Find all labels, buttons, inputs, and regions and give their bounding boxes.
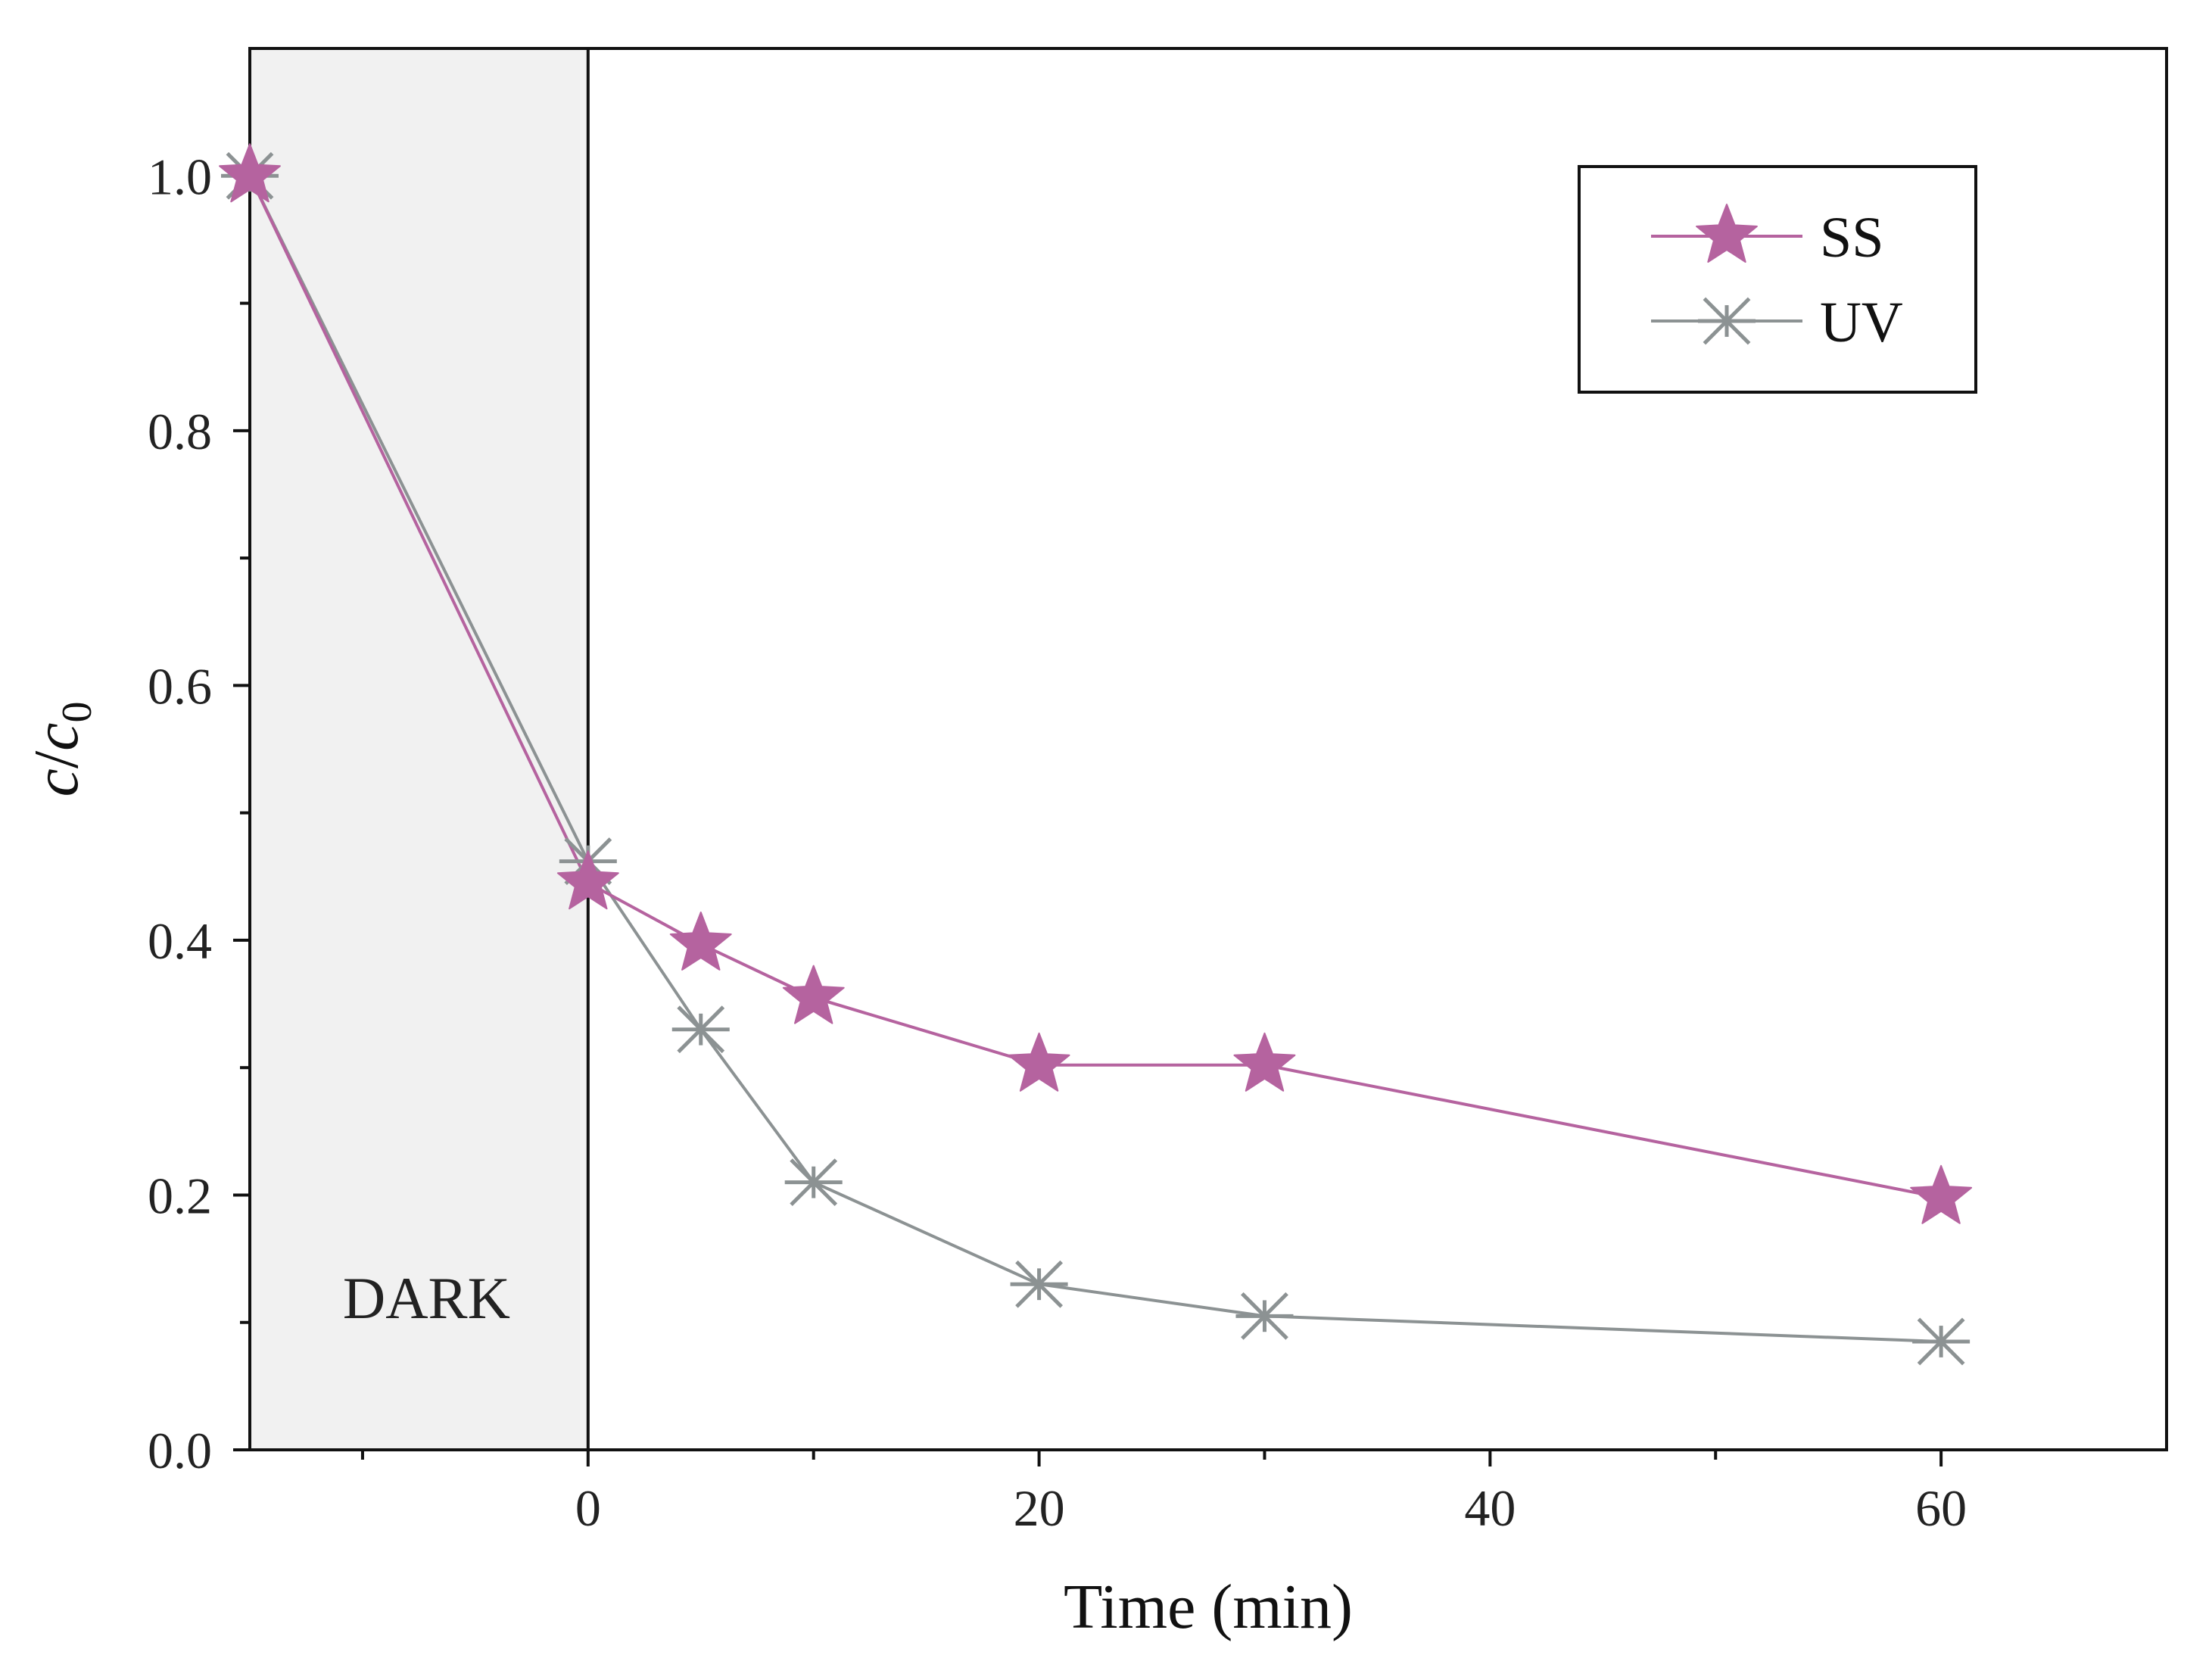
x-tick-label: 40 [1464, 1479, 1516, 1537]
data-point-ss [669, 912, 732, 971]
x-axis-title: Time (min) [1064, 1572, 1353, 1642]
x-tick-label: 20 [1014, 1479, 1065, 1537]
data-point-uv [1912, 1317, 1971, 1366]
data-point-uv [1235, 1292, 1294, 1340]
data-point-uv [1010, 1260, 1068, 1308]
data-point-ss [1910, 1164, 1973, 1224]
series-layer [219, 143, 1973, 1366]
legend: SS UV [1578, 165, 1977, 394]
y-tick-label: 0.4 [148, 912, 212, 970]
data-point-ss [1008, 1032, 1070, 1092]
plot-area-frame [248, 47, 2168, 1451]
y-tick-label: 0.6 [148, 657, 212, 715]
x-tick-label: 60 [1915, 1479, 1967, 1537]
y-axis-title-subscript: 0 [54, 702, 101, 723]
data-point-ss [782, 965, 845, 1024]
data-point-ss [556, 850, 619, 910]
y-axis-title-c0: c [21, 723, 92, 751]
y-tick-label: 1.0 [148, 148, 212, 205]
y-tick-label: 0.0 [148, 1422, 212, 1479]
legend-box [1578, 165, 1977, 394]
y-tick-label: 0.2 [148, 1167, 212, 1224]
dark-region-label: DARK [343, 1265, 510, 1331]
legend-marker-ss [1696, 204, 1758, 263]
y-axis-title-slash: / [21, 750, 92, 768]
data-point-uv [784, 1158, 843, 1207]
y-axis: 0.0 0.2 0.4 0.6 0.8 1.0 [148, 148, 250, 1479]
legend-label-uv: UV [1820, 291, 1903, 354]
dark-region-shading [250, 48, 588, 1450]
legend-label-ss: SS [1820, 206, 1884, 270]
x-axis: 0 20 40 60 [360, 1450, 1967, 1537]
y-axis-title: c/c0 [21, 702, 101, 797]
data-point-ss [219, 143, 281, 203]
x-tick-label: 0 [575, 1479, 601, 1537]
data-point-ss [1233, 1032, 1296, 1092]
data-point-uv [671, 1005, 730, 1054]
y-axis-title-c: c [21, 768, 92, 796]
y-tick-label: 0.8 [148, 403, 212, 460]
legend-marker-uv [1698, 297, 1756, 345]
